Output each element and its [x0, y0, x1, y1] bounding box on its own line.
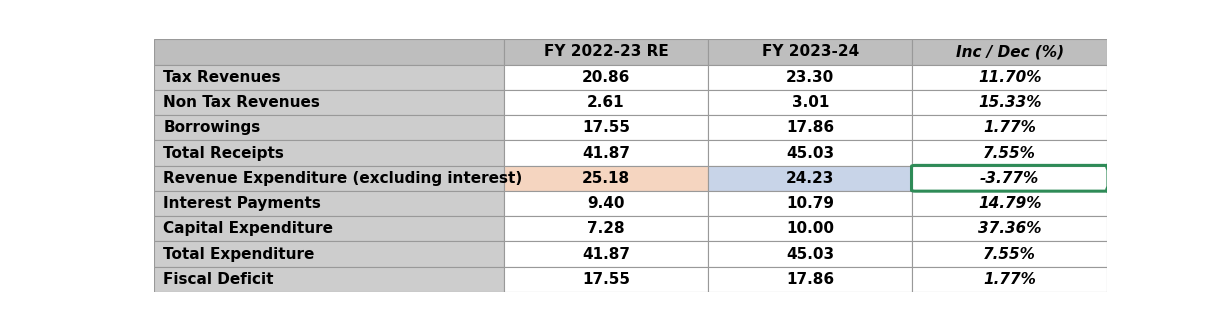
Text: 3.01: 3.01 [792, 95, 829, 110]
Bar [913, 216, 1107, 241]
Text: 45.03: 45.03 [786, 247, 834, 261]
Bar [154, 140, 504, 166]
Bar [504, 241, 708, 267]
Text: 7.55%: 7.55% [983, 146, 1036, 160]
Bar [708, 216, 913, 241]
Bar [913, 39, 1107, 65]
Text: 15.33%: 15.33% [978, 95, 1042, 110]
Text: 7.28: 7.28 [587, 221, 625, 236]
Bar [154, 241, 504, 267]
Bar [504, 166, 708, 191]
Text: Tax Revenues: Tax Revenues [164, 70, 280, 85]
Bar [708, 115, 913, 140]
Text: 24.23: 24.23 [786, 171, 834, 186]
Bar [708, 140, 913, 166]
Text: Non Tax Revenues: Non Tax Revenues [164, 95, 320, 110]
Text: Borrowings: Borrowings [164, 120, 261, 135]
Bar [504, 216, 708, 241]
Bar [504, 39, 708, 65]
Text: FY 2023-24: FY 2023-24 [761, 45, 859, 59]
Bar [913, 166, 1107, 191]
Text: Capital Expenditure: Capital Expenditure [164, 221, 333, 236]
Bar [504, 115, 708, 140]
Text: 2.61: 2.61 [587, 95, 625, 110]
Bar [708, 191, 913, 216]
Text: 10.79: 10.79 [786, 196, 834, 211]
Ellipse shape [1107, 164, 1113, 170]
Bar [708, 166, 913, 191]
Text: 25.18: 25.18 [582, 171, 630, 186]
Text: 17.86: 17.86 [786, 120, 834, 135]
Bar [154, 191, 504, 216]
Bar [504, 140, 708, 166]
Text: 23.30: 23.30 [786, 70, 834, 85]
Bar [154, 216, 504, 241]
Text: 1.77%: 1.77% [983, 272, 1036, 287]
Text: Total Receipts: Total Receipts [164, 146, 284, 160]
Text: FY 2022-23 RE: FY 2022-23 RE [544, 45, 668, 59]
Text: 17.86: 17.86 [786, 272, 834, 287]
Text: Total Expenditure: Total Expenditure [164, 247, 315, 261]
Bar [913, 191, 1107, 216]
Bar [913, 65, 1107, 90]
Text: 11.70%: 11.70% [978, 70, 1042, 85]
Bar [913, 241, 1107, 267]
Text: 17.55: 17.55 [582, 272, 630, 287]
Bar [154, 90, 504, 115]
Text: 1.77%: 1.77% [983, 120, 1036, 135]
Bar [154, 166, 504, 191]
Bar [154, 267, 504, 292]
Bar [504, 267, 708, 292]
Text: 17.55: 17.55 [582, 120, 630, 135]
Bar [708, 39, 913, 65]
Bar [154, 65, 504, 90]
Text: Interest Payments: Interest Payments [164, 196, 321, 211]
Bar [913, 90, 1107, 115]
Ellipse shape [1107, 186, 1113, 193]
Text: Fiscal Deficit: Fiscal Deficit [164, 272, 274, 287]
Text: 41.87: 41.87 [582, 146, 630, 160]
Bar [913, 267, 1107, 292]
Bar [504, 65, 708, 90]
Text: 45.03: 45.03 [786, 146, 834, 160]
Bar [913, 115, 1107, 140]
Text: 10.00: 10.00 [786, 221, 834, 236]
Text: -3.77%: -3.77% [980, 171, 1039, 186]
Text: 37.36%: 37.36% [978, 221, 1042, 236]
Text: 41.87: 41.87 [582, 247, 630, 261]
Bar [154, 115, 504, 140]
Bar [708, 241, 913, 267]
Bar [504, 90, 708, 115]
Bar [913, 140, 1107, 166]
Text: 14.79%: 14.79% [978, 196, 1042, 211]
Bar [708, 90, 913, 115]
Text: Inc / Dec (%): Inc / Dec (%) [956, 45, 1064, 59]
Text: 9.40: 9.40 [587, 196, 625, 211]
Text: 7.55%: 7.55% [983, 247, 1036, 261]
Bar [504, 191, 708, 216]
Text: Revenue Expenditure (excluding interest): Revenue Expenditure (excluding interest) [164, 171, 523, 186]
Bar [708, 267, 913, 292]
Text: 20.86: 20.86 [582, 70, 630, 85]
Bar [708, 65, 913, 90]
Bar [154, 39, 504, 65]
